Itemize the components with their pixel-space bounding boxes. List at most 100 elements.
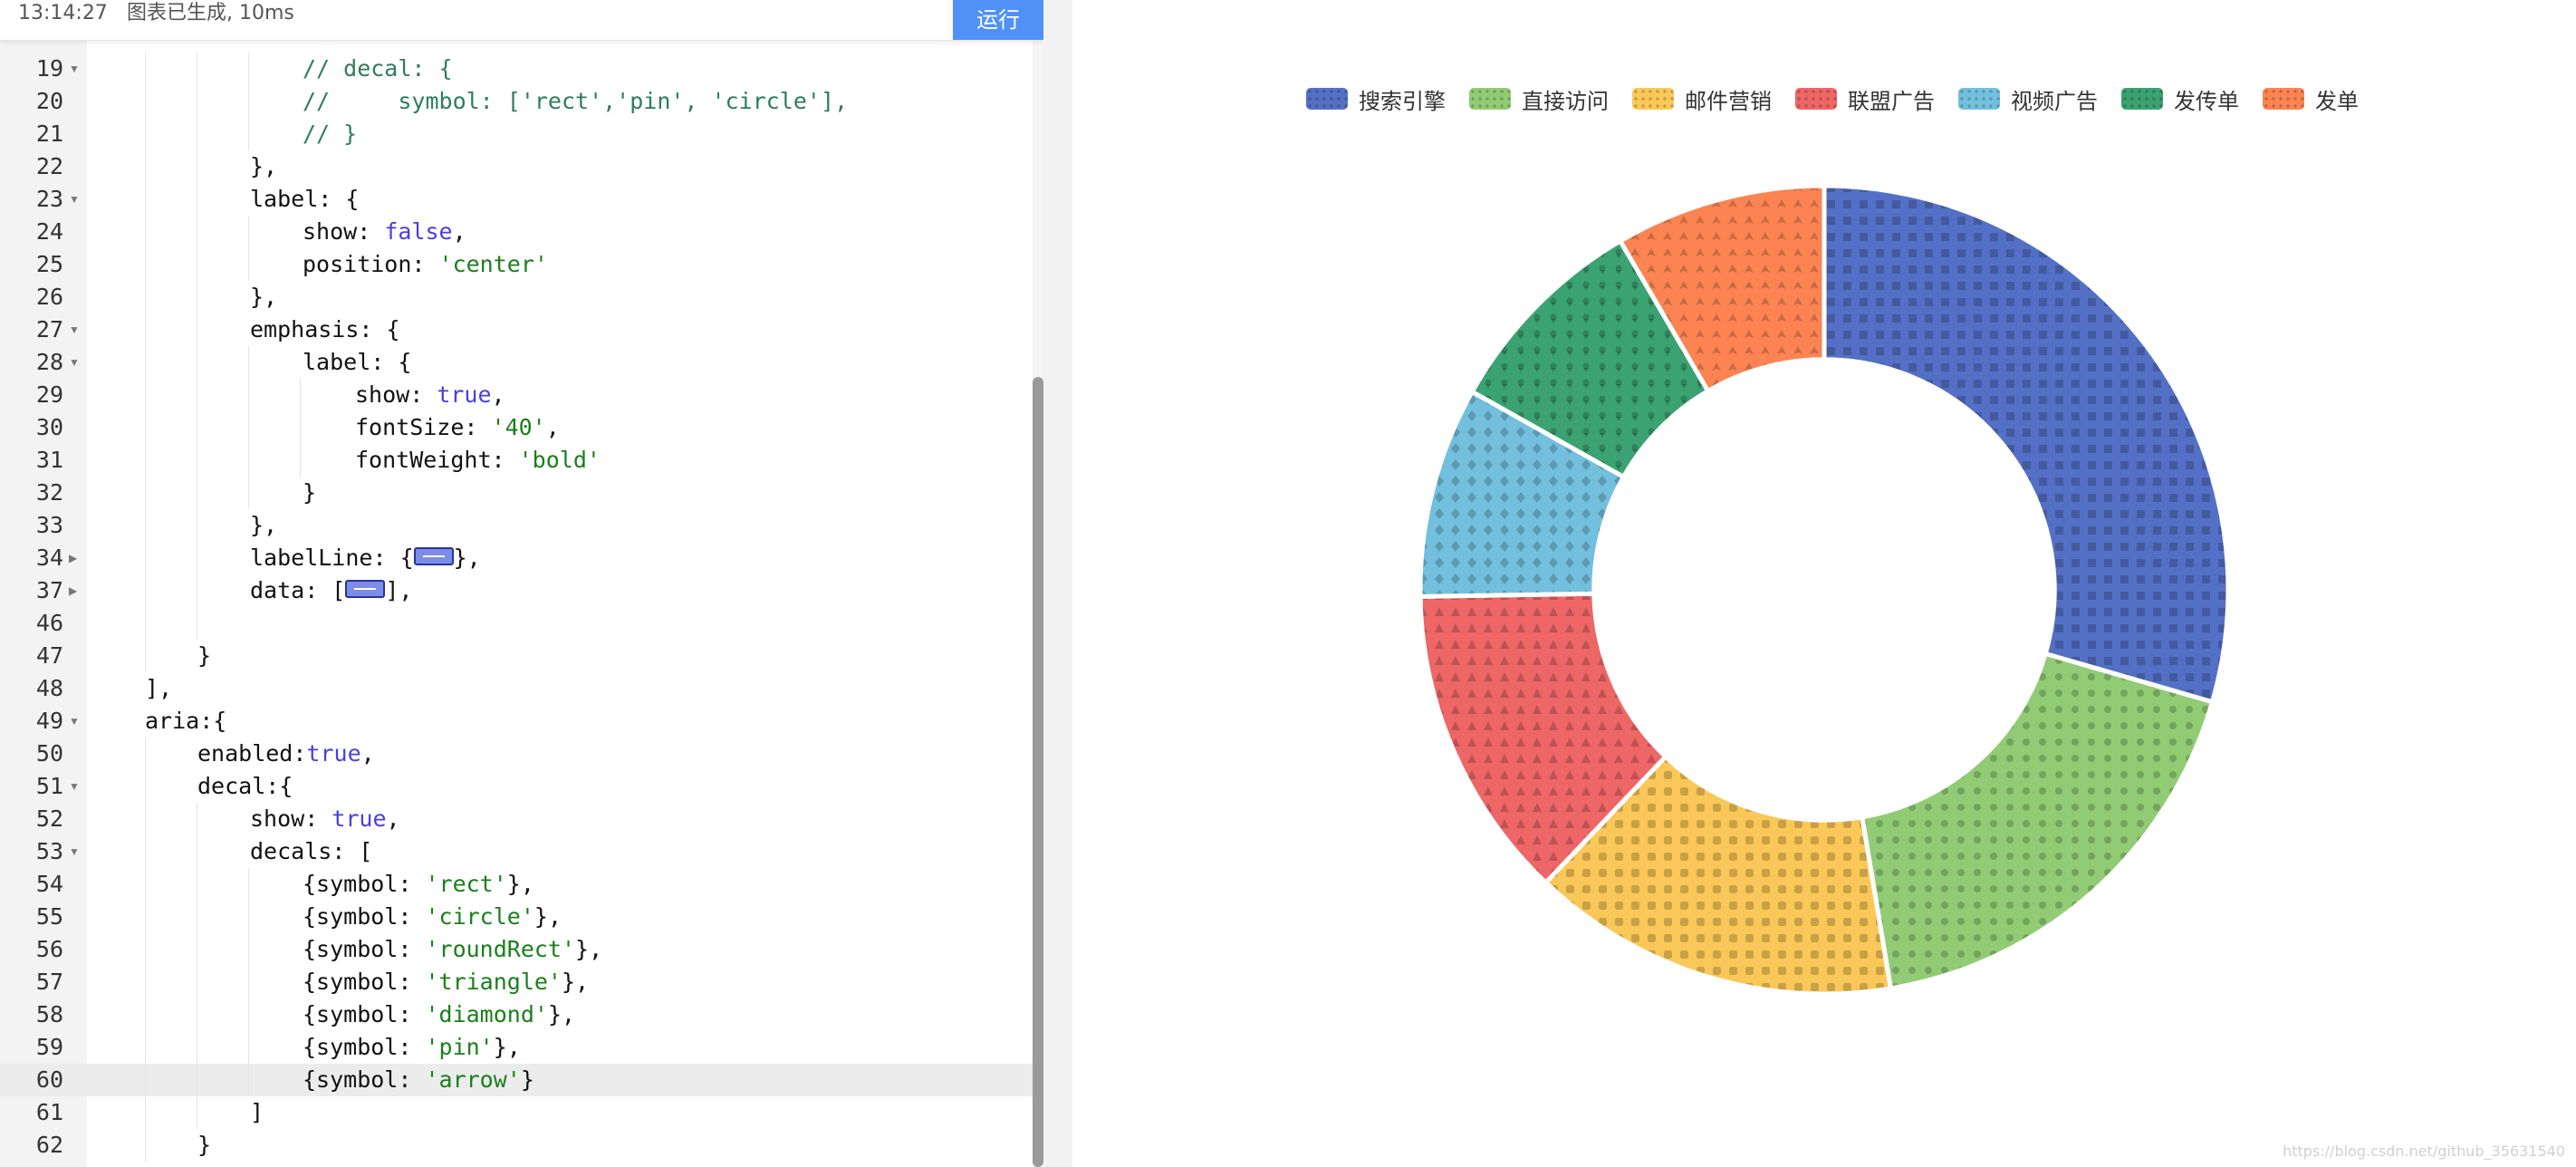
code-token: } [197, 1132, 212, 1158]
code-token: decal:{ [197, 773, 293, 799]
code-line[interactable]: 24 show: false, [0, 216, 1033, 248]
code-line[interactable]: 48], [0, 672, 1033, 705]
code-text: label: { [303, 346, 411, 379]
code-line[interactable]: 46 [0, 607, 1033, 640]
code-text: show: true, [355, 379, 505, 411]
code-line[interactable]: 34 ▶ labelLine: {}, [0, 542, 1033, 574]
legend-item[interactable]: 搜索引擎 [1306, 85, 1446, 114]
legend-item[interactable]: 直接访问 [1469, 85, 1609, 114]
donut-slice[interactable] [1418, 591, 1668, 885]
code-text: labelLine: {}, [250, 542, 481, 574]
code-text: data: [], [250, 574, 412, 607]
code-line[interactable]: 22}, [0, 150, 1033, 183]
code-line[interactable]: 19 ▼ // decal: { [0, 53, 1033, 85]
chart-legend: 搜索引擎 直接访问 邮件营销 联盟广告 视频广告 发传单 发单 [1306, 85, 2382, 114]
line-number: 54 [35, 871, 63, 897]
code-token: , [491, 381, 505, 408]
legend-item[interactable]: 视频广告 [1958, 85, 2098, 114]
fold-collapse-icon[interactable]: ▼ [69, 845, 80, 858]
code-token: {symbol: [303, 1066, 426, 1093]
folded-code-widget[interactable] [345, 580, 386, 598]
legend-item[interactable]: 发单 [2263, 85, 2359, 114]
indent-guide [145, 118, 146, 150]
indent-guide [145, 85, 146, 118]
code-editor[interactable]: 19 ▼ // decal: {20 // symbol: ['rect','pin'… [0, 0, 1043, 1167]
code-line[interactable]: 32} [0, 477, 1033, 509]
code-token: }, [453, 545, 481, 571]
code-line[interactable]: 58 {symbol: 'diamond'}, [0, 998, 1033, 1031]
code-token: 'rect' [425, 871, 507, 897]
code-line[interactable]: 30 fontSize: '40', [0, 411, 1033, 444]
fold-collapse-icon[interactable]: ▼ [69, 323, 80, 336]
code-line[interactable]: 23 ▼ label: { [0, 183, 1033, 216]
donut-slice[interactable] [1821, 183, 2231, 705]
code-line[interactable]: 60 {symbol: 'arrow'} [0, 1064, 1033, 1096]
run-button[interactable]: 运行 [953, 0, 1043, 40]
code-line[interactable]: 53 ▼ decals: [ [0, 835, 1033, 868]
code-line[interactable]: 37 ▶ data: [], [0, 574, 1033, 607]
legend-item[interactable]: 联盟广告 [1795, 85, 1935, 114]
code-line[interactable]: 33}, [0, 509, 1033, 542]
code-line[interactable]: 31 fontWeight: 'bold' [0, 444, 1033, 477]
fold-collapse-icon[interactable]: ▼ [69, 715, 80, 728]
fold-collapse-icon[interactable]: ▼ [69, 356, 80, 369]
indent-guide [145, 1129, 146, 1162]
code-line[interactable]: 50 enabled:true, [0, 738, 1033, 770]
code-line[interactable]: 61] [0, 1096, 1033, 1129]
code-line[interactable]: 57 {symbol: 'triangle'}, [0, 966, 1033, 998]
donut-slice[interactable] [1860, 651, 2215, 991]
indent-guide [145, 607, 146, 640]
line-number: 31 [35, 447, 63, 473]
indent-guide [145, 770, 146, 803]
fold-collapse-icon[interactable]: ▼ [69, 780, 80, 793]
code-token: }, [533, 903, 562, 930]
indent-guide [248, 1064, 249, 1096]
code-line[interactable]: 26}, [0, 281, 1033, 313]
legend-item[interactable]: 邮件营销 [1632, 85, 1772, 114]
code-line[interactable]: 27 ▼ emphasis: { [0, 313, 1033, 346]
fold-collapse-icon[interactable]: ▼ [69, 63, 80, 75]
code-text: {symbol: 'diamond'}, [303, 998, 575, 1031]
donut-slice[interactable] [1543, 754, 1893, 997]
code-area[interactable]: 19 ▼ // decal: {20 // symbol: ['rect','pin'… [0, 40, 1033, 1167]
indent-guide [248, 868, 249, 901]
code-line[interactable]: 56 {symbol: 'roundRect'}, [0, 933, 1033, 966]
indent-guide [145, 183, 146, 216]
code-line[interactable]: 55 {symbol: 'circle'}, [0, 901, 1033, 933]
fold-expand-icon[interactable]: ▶ [69, 584, 78, 597]
watermark: https://blog.csdn.net/github_35631540 [2283, 1143, 2565, 1160]
code-line[interactable]: 25 position: 'center' [0, 248, 1033, 281]
fold-collapse-icon[interactable]: ▼ [69, 193, 80, 206]
fold-expand-icon[interactable]: ▶ [69, 552, 78, 564]
legend-swatch [1632, 88, 1674, 110]
code-token: {symbol: [303, 1034, 426, 1060]
code-line[interactable]: 47} [0, 640, 1033, 672]
code-token: '40' [491, 414, 546, 440]
folded-code-widget[interactable] [413, 547, 454, 565]
indent-guide [145, 313, 146, 346]
line-number: 56 [35, 936, 63, 962]
code-text: // symbol: ['rect','pin', 'circle'], [303, 85, 848, 118]
code-line[interactable]: 21 // } [0, 118, 1033, 150]
code-line[interactable]: 51 ▼ decal:{ [0, 770, 1033, 803]
code-line[interactable]: 28 ▼ label: { [0, 346, 1033, 379]
editor-scrollbar-thumb[interactable] [1033, 377, 1043, 1167]
indent-guide [145, 216, 146, 248]
code-token: false [384, 218, 453, 245]
code-line[interactable]: 54 {symbol: 'rect'}, [0, 868, 1033, 901]
code-line[interactable]: 20 // symbol: ['rect','pin', 'circle'], [0, 85, 1033, 118]
code-line[interactable]: 49 ▼ aria:{ [0, 705, 1033, 738]
code-line[interactable]: 52 show: true, [0, 803, 1033, 835]
legend-label: 搜索引擎 [1359, 88, 1446, 114]
donut-slice[interactable] [1618, 183, 1827, 394]
indent-guide [145, 509, 146, 542]
code-text: {symbol: 'rect'}, [303, 868, 534, 901]
line-number: 49 [35, 708, 63, 734]
code-text: {symbol: 'arrow'} [303, 1064, 534, 1096]
code-line[interactable]: 29 show: true, [0, 379, 1033, 411]
code-line[interactable]: 63 [0, 1162, 1033, 1167]
code-line[interactable]: 62} [0, 1129, 1033, 1162]
legend-item[interactable]: 发传单 [2121, 85, 2239, 114]
code-token: 'triangle' [425, 969, 562, 995]
code-line[interactable]: 59 {symbol: 'pin'}, [0, 1031, 1033, 1064]
